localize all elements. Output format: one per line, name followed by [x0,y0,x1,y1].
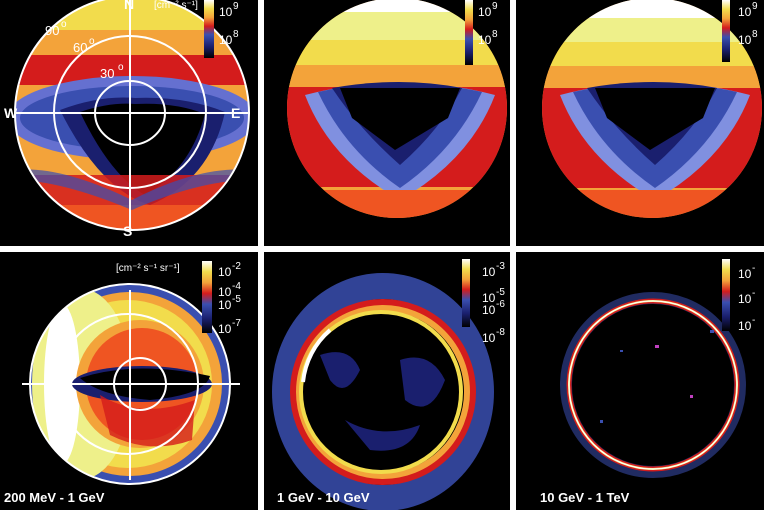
colorbar-4-exp-2: -4 [232,281,241,292]
colorbar-4-tick-2: 10 [218,285,232,299]
colorbar-1-exp-2: 8 [233,29,239,40]
colorbar-5-tick-4: 10 [482,331,496,345]
colorbar-6-exp-1: - [752,263,755,274]
colorbar-2-tick-1: 10 [478,5,492,19]
ring-map-5 [272,273,494,510]
colorbar-5 [462,259,470,327]
colorbar-5-tick-3: 10 [482,303,496,317]
colorbar-4 [202,261,212,333]
deg-sign-60: o [89,36,95,47]
colorbar-5-tick-1: 10 [482,265,496,279]
panel-bottom-right: 10 - 10 - 10 - 10 GeV - 1 TeV [516,252,764,510]
colorbar-4-exp-1: -2 [232,261,241,272]
speck-5 [620,350,623,352]
colorbar-1-exp-1: 9 [233,1,239,12]
colorbar-5-exp-4: -8 [496,327,505,338]
colorbar-6-exp-2: - [752,288,755,299]
colorbar-2-exp-2: 8 [492,29,498,40]
divider-3 [0,246,764,252]
panel-bottom-middle: 10 -3 10 -5 10 -6 10 -8 1 GeV - 10 GeV [264,252,510,510]
colorbar-1-unit: [cm⁻² s⁻¹] [154,0,198,11]
colorbar-1-tick-1: 10 [219,5,233,19]
zenith-60-label: 60 [73,40,87,55]
compass-south: S [123,223,132,239]
compass-west: W [4,105,18,121]
colorbar-6-exp-3: - [752,315,755,326]
panel-top-middle: 10 9 10 8 [264,0,510,246]
panel-bottom-left: [cm⁻² s⁻¹ sr⁻¹] 10 -2 10 -4 10 -5 10 -7 … [0,252,258,510]
deg-sign-90: o [61,19,67,30]
speck-1 [655,345,659,348]
colorbar-4-exp-3: -5 [232,294,241,305]
colorbar-5-tick-2: 10 [482,291,496,305]
panel-top-right: 10 9 10 8 [516,0,764,246]
ring-map-6 [560,292,746,478]
divider-1 [258,0,264,510]
colorbar-4-tick-1: 10 [218,265,232,279]
colorbar-6 [722,259,730,331]
colorbar-4-tick-4: 10 [218,322,232,336]
panel-label-energy-2: 1 GeV - 10 GeV [277,490,370,505]
speck-2 [690,395,693,398]
compass-north: N [124,0,134,12]
speck-3 [600,420,603,423]
colorbar-3-tick-1: 10 [738,5,752,19]
colorbar-2 [465,0,473,65]
colorbar-3 [722,0,730,62]
colorbar-1 [204,0,214,58]
colorbar-5-exp-3: -6 [496,299,505,310]
colorbar-1-tick-2: 10 [219,33,233,47]
colorbar-3-tick-2: 10 [738,33,752,47]
speck-4 [710,330,714,333]
colorbar-6-tick-1: 10 [738,267,752,281]
colorbar-5-exp-2: -5 [496,287,505,298]
zenith-30-label: 30 [100,66,114,81]
colorbar-3-exp-1: 9 [752,1,758,12]
deg-sign-30: o [118,62,124,73]
colorbar-4-exp-4: -7 [232,318,241,329]
divider-2 [510,0,516,510]
colorbar-6-tick-3: 10 [738,319,752,333]
zenith-90-label: 90 [45,23,59,38]
colorbar-2-exp-1: 9 [492,1,498,12]
compass-east: E [231,105,240,121]
colorbar-2-tick-2: 10 [478,33,492,47]
colorbar-4-unit: [cm⁻² s⁻¹ sr⁻¹] [116,263,180,274]
colorbar-3-exp-2: 8 [752,29,758,40]
colorbar-4-tick-3: 10 [218,298,232,312]
colorbar-6-tick-2: 10 [738,292,752,306]
panel-label-energy-3: 10 GeV - 1 TeV [540,490,630,505]
panel-top-left: N W E S 30 o 60 o 90 o [cm⁻² s⁻¹] 10 9 1… [0,0,258,246]
panel-label-energy-1: 200 MeV - 1 GeV [4,490,105,505]
colorbar-5-exp-1: -3 [496,261,505,272]
